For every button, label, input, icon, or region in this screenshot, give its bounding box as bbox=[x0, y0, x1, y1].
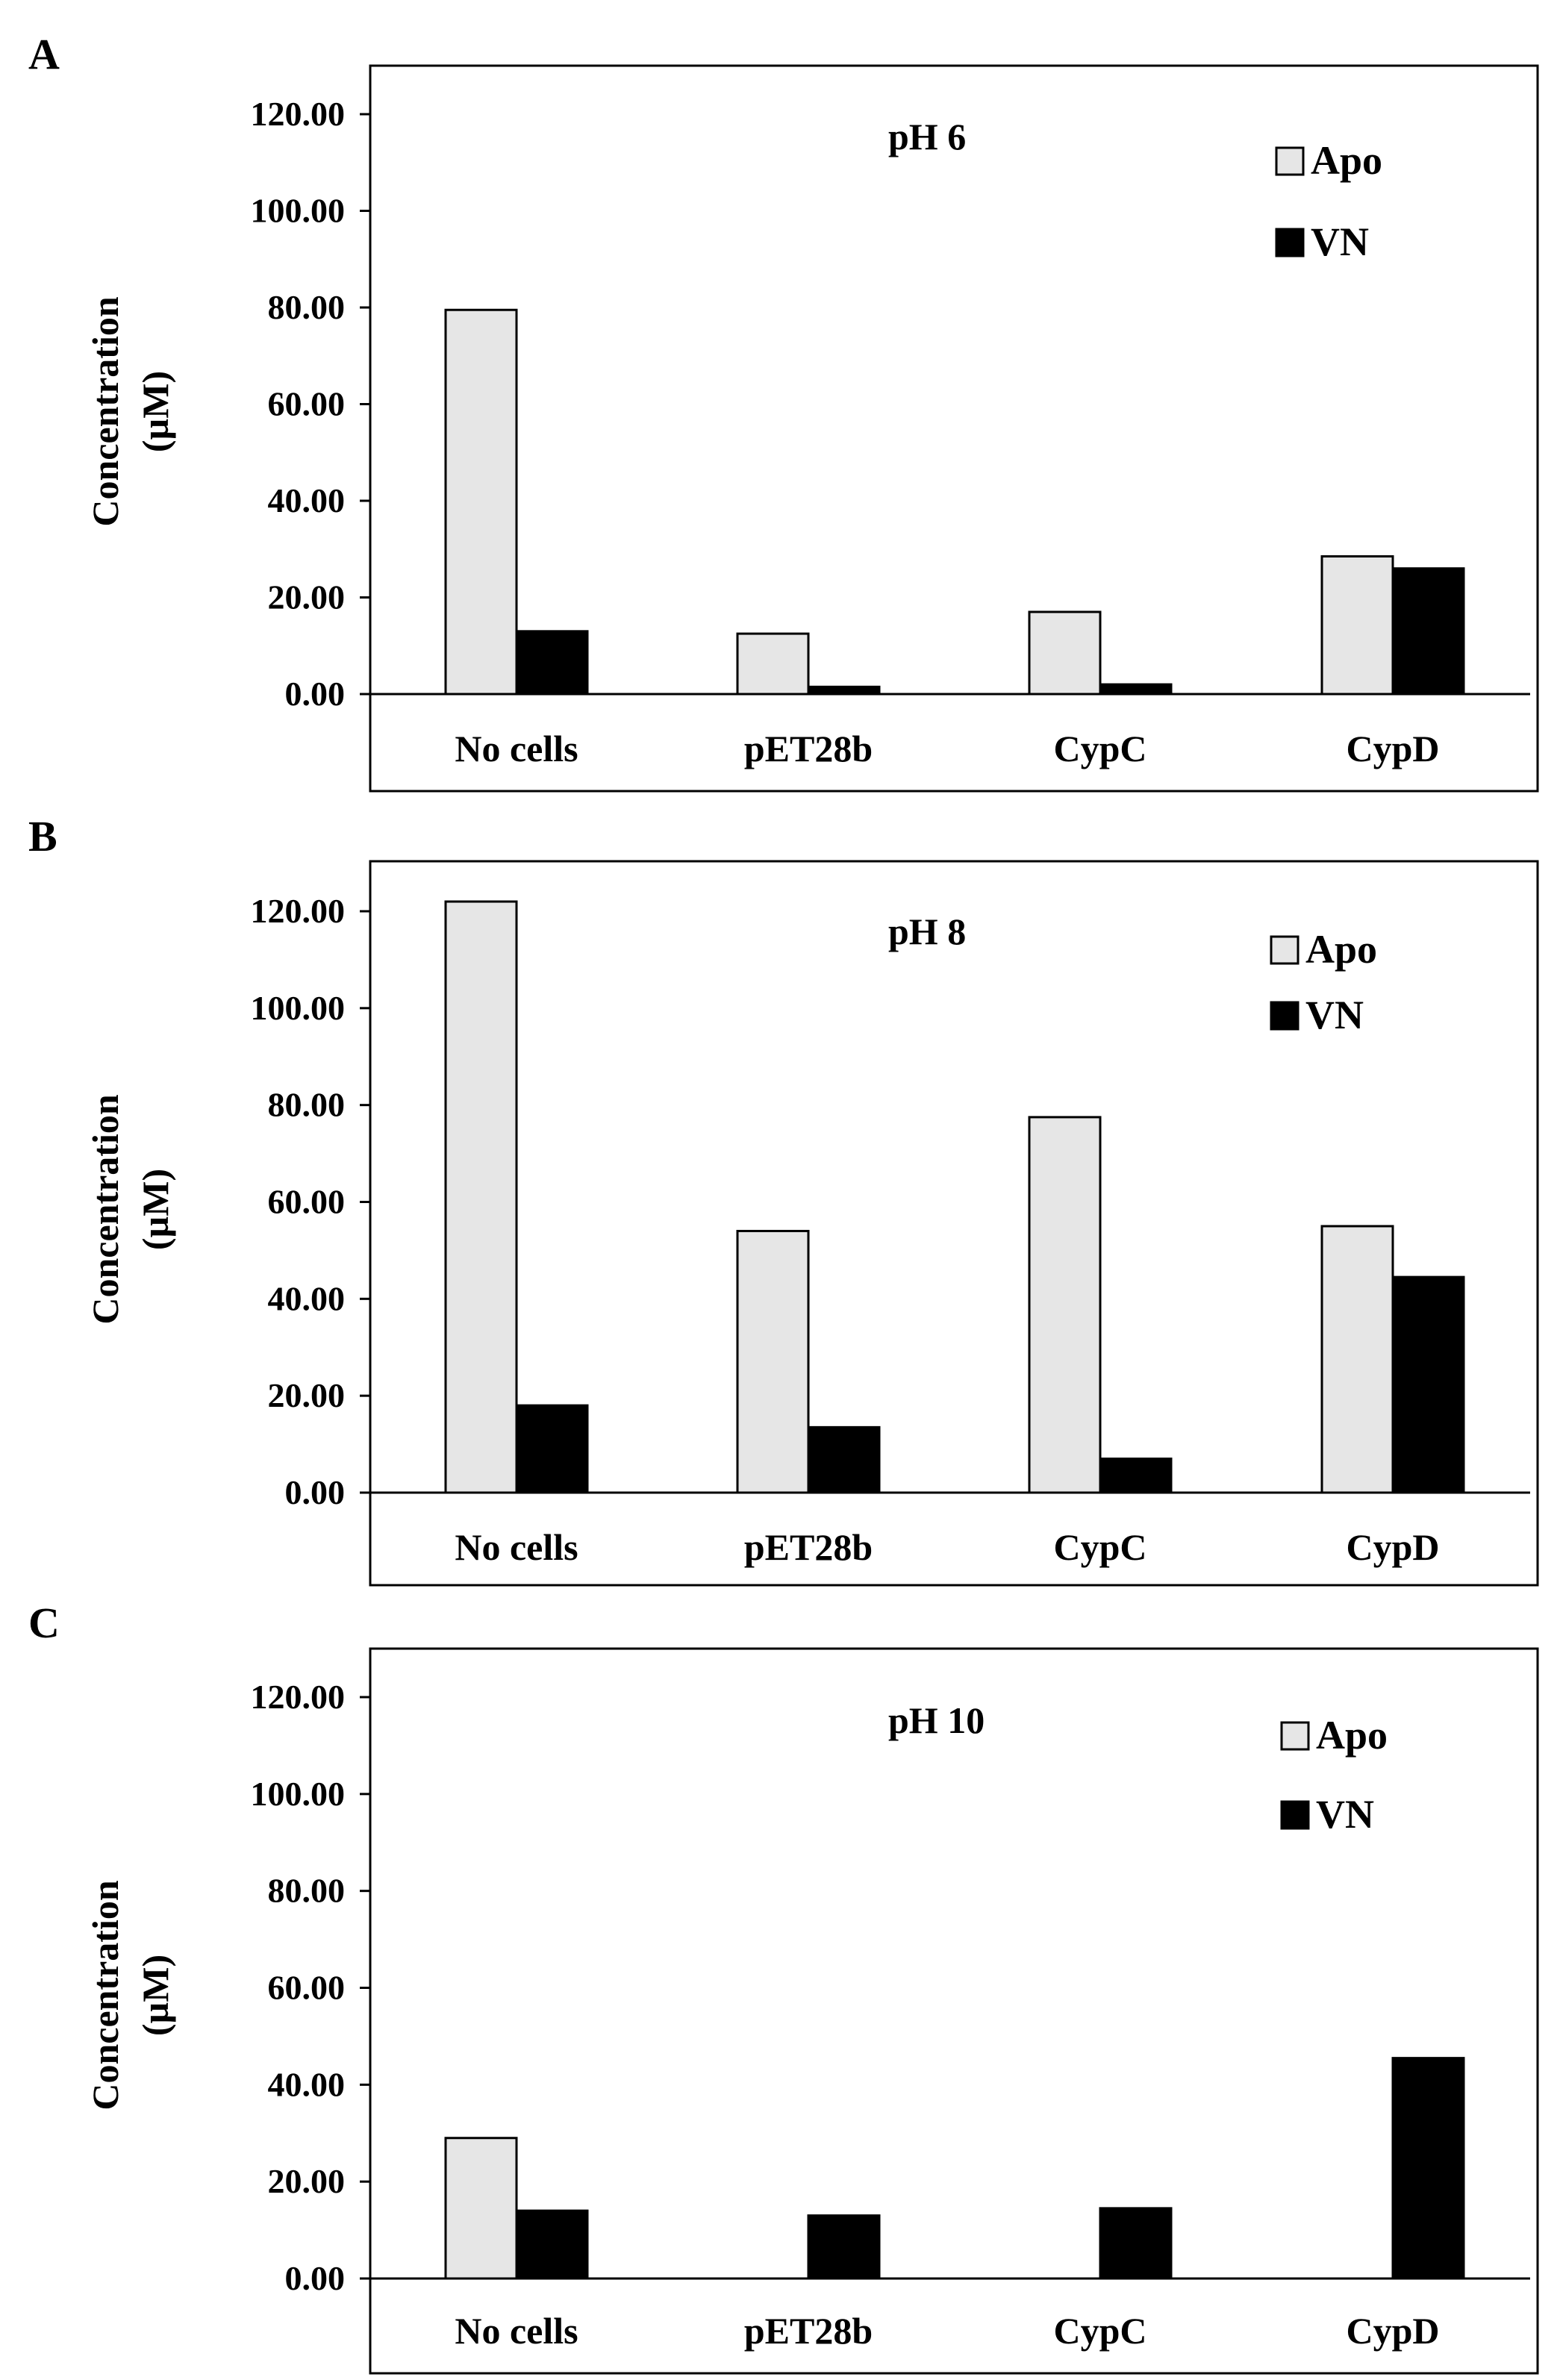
y-tick-label: 20.00 bbox=[268, 578, 346, 616]
bar-vn-cypc bbox=[1099, 2207, 1173, 2280]
legend-label-apo: Apo bbox=[1311, 138, 1382, 183]
legend-swatch-vn bbox=[1275, 228, 1305, 257]
y-axis-label: Concentration bbox=[84, 1094, 126, 1324]
x-category-label: pET28b bbox=[744, 2310, 873, 2352]
y-tick-label: 80.00 bbox=[268, 1872, 346, 1910]
y-tick-label: 80.00 bbox=[268, 288, 346, 326]
x-category-label: CypC bbox=[1053, 1526, 1146, 1568]
x-category-label: CypC bbox=[1053, 728, 1146, 769]
chart-panel-a: A 0.00 20.00 40.00 60.00 80.00 100.00 120.00 Con… bbox=[28, 30, 1539, 793]
legend-label-vn: VN bbox=[1305, 993, 1364, 1037]
y-tick-label: 120.00 bbox=[251, 892, 346, 930]
panel-label: B bbox=[28, 812, 57, 861]
chart-title: pH 10 bbox=[888, 1699, 985, 1741]
y-axis-unit-label: (µM) bbox=[134, 371, 176, 452]
legend-swatch-apo bbox=[1275, 146, 1305, 176]
x-category-label: CypC bbox=[1053, 2310, 1146, 2352]
x-category-label: CypD bbox=[1346, 728, 1439, 769]
y-tick-label: 40.00 bbox=[268, 2065, 346, 2103]
y-tick-label: 0.00 bbox=[285, 1473, 346, 1511]
y-tick-label: 40.00 bbox=[268, 1279, 346, 1317]
bar-apo-pet28b bbox=[736, 1229, 810, 1494]
bar-apo-cypc bbox=[1028, 610, 1102, 696]
legend-swatch-vn bbox=[1280, 1800, 1310, 1830]
bar-vn-pet28b bbox=[807, 1425, 881, 1494]
bar-apo-cypc bbox=[1028, 1116, 1102, 1494]
x-category-label: No cells bbox=[455, 728, 578, 769]
bar-apo-cypd bbox=[1320, 555, 1394, 696]
y-tick-label: 0.00 bbox=[285, 675, 346, 713]
bar-vn-cypd bbox=[1391, 1275, 1465, 1494]
y-axis-unit-label: (µM) bbox=[134, 1955, 176, 2036]
y-tick-label: 60.00 bbox=[268, 1969, 346, 2007]
legend-label-vn: VN bbox=[1316, 1792, 1374, 1837]
x-category-label: No cells bbox=[455, 2310, 578, 2352]
y-tick-label: 0.00 bbox=[285, 2259, 346, 2297]
y-tick-label: 120.00 bbox=[251, 95, 346, 133]
panel-label: C bbox=[28, 1599, 60, 1647]
panel-label: A bbox=[28, 30, 60, 78]
y-tick-label: 100.00 bbox=[251, 192, 346, 230]
y-tick-label: 100.00 bbox=[251, 989, 346, 1027]
chart-title: pH 8 bbox=[888, 911, 966, 952]
bar-vn-no-cells bbox=[515, 1404, 589, 1494]
bar-vn-cypd bbox=[1391, 2057, 1465, 2280]
y-axis-unit-label: (µM) bbox=[134, 1169, 176, 1250]
y-tick-label: 20.00 bbox=[268, 1376, 346, 1414]
y-tick-label: 80.00 bbox=[268, 1086, 346, 1124]
y-axis-label: Concentration bbox=[84, 296, 126, 526]
legend-swatch-apo bbox=[1270, 935, 1300, 965]
y-tick-label: 20.00 bbox=[268, 2162, 346, 2200]
y-tick-label: 60.00 bbox=[268, 1183, 346, 1221]
x-category-label: No cells bbox=[455, 1526, 578, 1568]
bar-vn-no-cells bbox=[515, 630, 589, 696]
bar-vn-cypc bbox=[1099, 683, 1173, 696]
legend-swatch-apo bbox=[1280, 1721, 1310, 1751]
y-axis-label: Concentration bbox=[84, 1880, 126, 2110]
bar-apo-pet28b bbox=[736, 632, 810, 696]
legend-label-apo: Apo bbox=[1305, 927, 1377, 972]
bar-vn-cypd bbox=[1391, 567, 1465, 696]
y-tick-label: 40.00 bbox=[268, 481, 346, 519]
bar-vn-no-cells bbox=[515, 2209, 589, 2280]
bar-apo-no-cells bbox=[444, 2137, 518, 2280]
legend-label-apo: Apo bbox=[1316, 1713, 1388, 1758]
bar-apo-cypd bbox=[1320, 1225, 1394, 1494]
chart-panel-b: B 0.00 20.00 40.00 60.00 80.00 100.00 120.00 Con… bbox=[28, 812, 1539, 1587]
x-category-label: CypD bbox=[1346, 1526, 1439, 1568]
bar-vn-pet28b bbox=[807, 2214, 881, 2280]
y-tick-label: 60.00 bbox=[268, 385, 346, 423]
chart-panel-c: C 0.00 20.00 40.00 60.00 80.00 100.00 120.00 Con… bbox=[28, 1599, 1539, 2375]
chart-title: pH 6 bbox=[888, 116, 966, 157]
bar-apo-no-cells bbox=[444, 308, 518, 696]
x-category-label: CypD bbox=[1346, 2310, 1439, 2352]
bar-vn-cypc bbox=[1099, 1458, 1173, 1494]
y-tick-label: 100.00 bbox=[251, 1775, 346, 1813]
legend-label-vn: VN bbox=[1311, 219, 1369, 264]
y-tick-label: 120.00 bbox=[251, 1678, 346, 1716]
legend-swatch-vn bbox=[1270, 1001, 1300, 1031]
x-category-label: pET28b bbox=[744, 728, 873, 769]
bar-vn-pet28b bbox=[807, 685, 881, 696]
x-category-label: pET28b bbox=[744, 1526, 873, 1568]
bar-apo-no-cells bbox=[444, 900, 518, 1494]
